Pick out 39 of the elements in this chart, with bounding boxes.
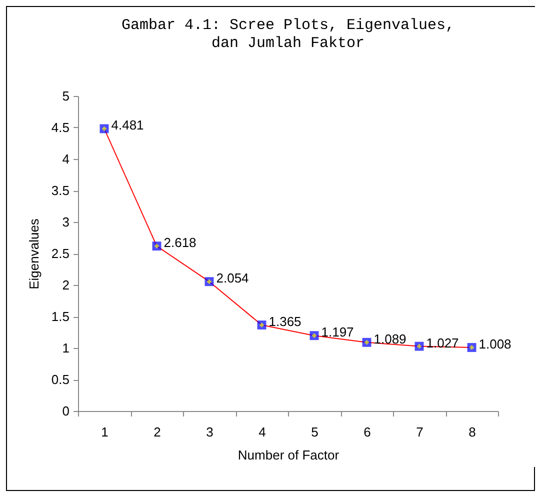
data-label: 2.618 <box>164 235 196 250</box>
y-tick-label: 0 <box>62 404 70 418</box>
x-tick-label: 7 <box>416 424 424 440</box>
point <box>414 342 424 351</box>
point <box>204 277 214 286</box>
x-tick-label: 5 <box>311 424 318 440</box>
point <box>257 320 266 330</box>
chart-subtitle: dan Jumlah Faktor <box>211 35 365 52</box>
x-tick-label: 3 <box>206 424 214 440</box>
data-label: 1.365 <box>268 314 302 330</box>
y-tick-label: 3.5 <box>51 183 70 198</box>
y-tick-label: 2 <box>62 278 70 292</box>
point <box>310 331 319 340</box>
point <box>152 242 162 251</box>
point <box>467 343 476 352</box>
point <box>362 338 372 347</box>
chart-title: Gambar 4.1: Scree Plots, Eigenvalues, <box>121 17 455 34</box>
x-tick-label: 2 <box>154 424 161 440</box>
y-tick-label: 2.5 <box>51 246 70 261</box>
y-tick-label: 1.5 <box>51 309 70 324</box>
x-tick-label: 6 <box>364 424 371 440</box>
x-tick-label: 8 <box>468 424 476 440</box>
data-label: 1.027 <box>426 335 459 350</box>
data-label: 4.481 <box>111 118 144 133</box>
point <box>100 124 109 134</box>
y-tick-label: 4.5 <box>51 120 70 135</box>
data-label: 1.197 <box>321 324 354 340</box>
data-label: 1.008 <box>478 336 512 352</box>
y-tick-label: 0.5 <box>51 372 70 387</box>
y-axis-title: Eigenvalues <box>26 218 42 290</box>
data-label: 1.089 <box>374 331 406 346</box>
y-tick-label: 3 <box>62 214 70 230</box>
y-tick-label: 5 <box>62 88 70 104</box>
y-tick-label: 4 <box>62 152 70 166</box>
y-tick-label: 1 <box>62 340 70 356</box>
x-axis-title: Number of Factor <box>238 448 340 462</box>
x-tick-label: 4 <box>258 424 266 440</box>
x-tick-label: 1 <box>101 424 108 440</box>
data-label: 2.054 <box>216 270 249 286</box>
